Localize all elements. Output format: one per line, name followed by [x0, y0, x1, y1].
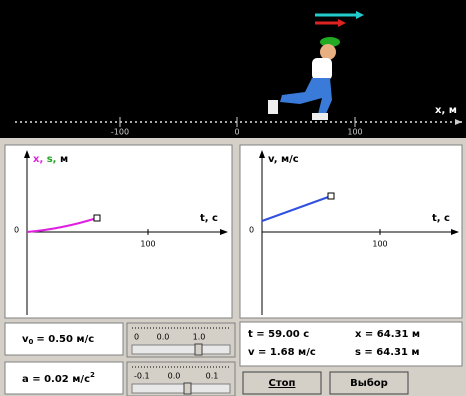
- shirt: [312, 58, 332, 80]
- t-value: t = 59.00 c: [248, 329, 309, 340]
- graph-left: x, s, м t, c 0 100: [5, 145, 232, 318]
- unit-label: м: [60, 154, 68, 165]
- zero-label: 0: [249, 226, 254, 235]
- graph-right: v, м/с t, c 0 100: [240, 145, 462, 318]
- zero-label: 0: [14, 226, 19, 235]
- tick-label: 100: [140, 240, 155, 249]
- scale-label: 1.0: [193, 333, 206, 342]
- value: = 0.50 м/с: [36, 334, 94, 345]
- slider-thumb[interactable]: [195, 344, 202, 355]
- scale-label: 0: [134, 333, 139, 342]
- select-button[interactable]: Выбор: [330, 372, 408, 394]
- button-label[interactable]: Стоп: [269, 378, 296, 389]
- current-point: [94, 215, 100, 221]
- scale-label: 0.0: [157, 333, 170, 342]
- y-label: x, s, м: [33, 154, 68, 165]
- readout: t = 59.00 c x = 64.31 м v = 1.68 м/с s =…: [240, 322, 462, 366]
- a-label: a = 0.02 м/с2: [22, 371, 95, 385]
- subscript: 0: [29, 338, 34, 346]
- x-value: x = 64.31 м: [355, 329, 420, 340]
- t-label: t, c: [200, 213, 218, 224]
- tick-label: 100: [347, 128, 362, 137]
- tick-label: 100: [372, 240, 387, 249]
- slider-thumb[interactable]: [184, 383, 191, 394]
- tick-label: 0: [234, 128, 239, 137]
- head: [320, 44, 336, 60]
- t-label: t, c: [432, 213, 450, 224]
- a-control: a = 0.02 м/с2 -0.1 0.0 0.1: [5, 362, 235, 396]
- slider-track[interactable]: [132, 345, 230, 354]
- v-value: v = 1.68 м/с: [248, 347, 316, 358]
- shoe: [268, 100, 278, 114]
- superscript: 2: [90, 371, 95, 379]
- scale-label: 0.1: [206, 372, 219, 381]
- scene-bg: [0, 0, 466, 138]
- axis-label: x, м: [435, 105, 457, 116]
- v0-control: v0= 0.50 м/с 0 0.0 1.0: [5, 323, 235, 357]
- app-window: -100 0 100 x, м x, s, м t, c 0 100: [0, 0, 466, 396]
- slider-track[interactable]: [132, 384, 230, 393]
- button-label[interactable]: Выбор: [350, 377, 388, 389]
- stop-button[interactable]: Стоп: [243, 372, 321, 394]
- s-value: s = 64.31 м: [355, 347, 420, 358]
- value: a = 0.02 м/с: [22, 374, 90, 385]
- current-point: [328, 193, 334, 199]
- s-label: s,: [47, 154, 57, 165]
- x-label: x,: [33, 154, 43, 165]
- tick-label: -100: [111, 128, 129, 137]
- y-label: v, м/с: [268, 154, 299, 165]
- scale-label: 0.0: [168, 372, 181, 381]
- shoe: [312, 113, 328, 120]
- scale-label: -0.1: [134, 372, 150, 381]
- scene: -100 0 100 x, м: [0, 0, 466, 138]
